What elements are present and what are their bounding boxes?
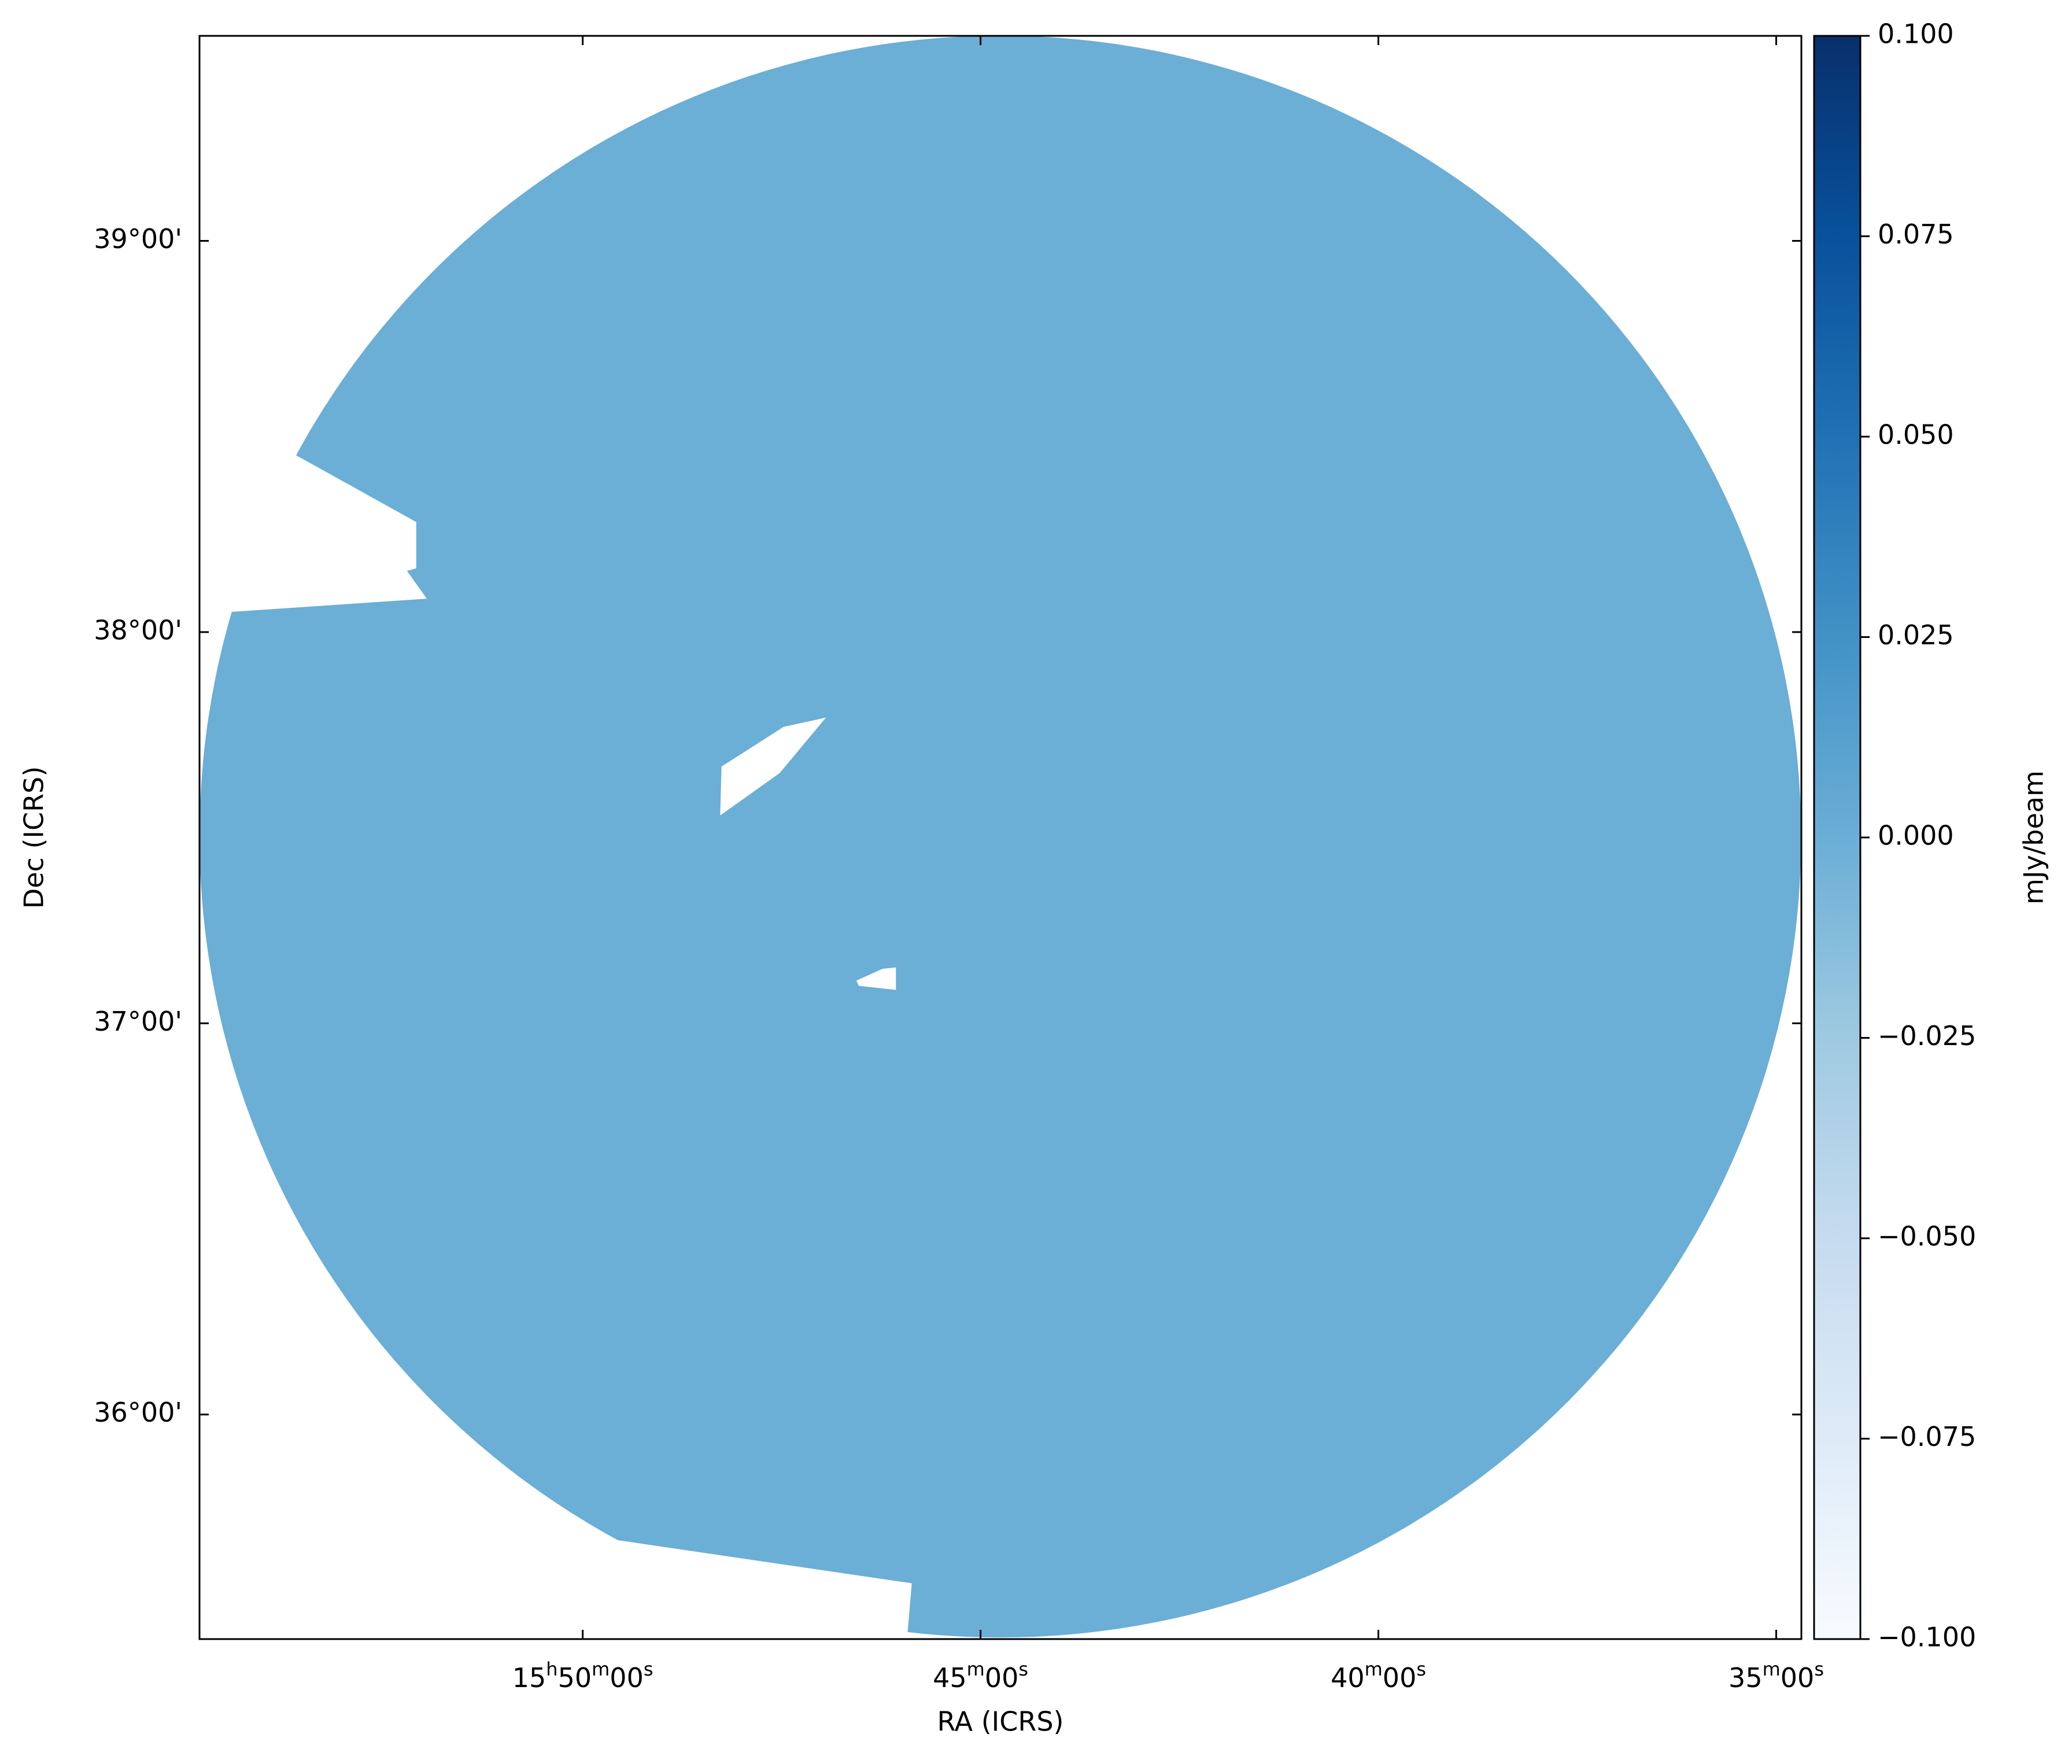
colorbar-tick-label: −0.050 xyxy=(1878,1221,1976,1252)
colorbar-tick-label: −0.100 xyxy=(1878,1622,1976,1653)
x-tick-label: 45m00s xyxy=(933,1658,1028,1693)
x-tick-label: 15h50m00s xyxy=(512,1658,653,1693)
y-axis-label: Dec (ICRS) xyxy=(19,766,50,909)
y-tick-label: 38°00' xyxy=(94,614,182,645)
y-tick-label: 36°00' xyxy=(94,1397,182,1428)
colorbar-tick-label: 0.100 xyxy=(1878,19,1954,50)
masked-hole xyxy=(856,967,896,990)
masked-region xyxy=(200,404,427,612)
y-tick-label: 37°00' xyxy=(94,1006,182,1037)
x-tick-label: 40m00s xyxy=(1331,1658,1426,1693)
colorbar-tick-label: −0.025 xyxy=(1878,1020,1976,1051)
colorbar-tick-label: 0.050 xyxy=(1878,419,1954,451)
colorbar-tick-label: −0.075 xyxy=(1878,1421,1976,1452)
sky-map xyxy=(200,35,1801,1639)
masked-region xyxy=(583,1540,912,1639)
colorbar-label: mJy/beam xyxy=(2018,770,2049,905)
plot-frame xyxy=(198,35,1803,1640)
map-field xyxy=(200,35,1801,1638)
colorbar-tick-label: 0.000 xyxy=(1878,820,1954,851)
x-tick-label: 35m00s xyxy=(1728,1658,1824,1693)
colorbar xyxy=(1813,35,1862,1640)
colorbar-tick-label: 0.025 xyxy=(1878,619,1954,651)
masked-hole xyxy=(720,717,826,815)
colorbar-tick-label: 0.075 xyxy=(1878,219,1954,250)
y-tick-label: 39°00' xyxy=(94,223,182,254)
x-axis-label: RA (ICRS) xyxy=(937,1706,1064,1737)
